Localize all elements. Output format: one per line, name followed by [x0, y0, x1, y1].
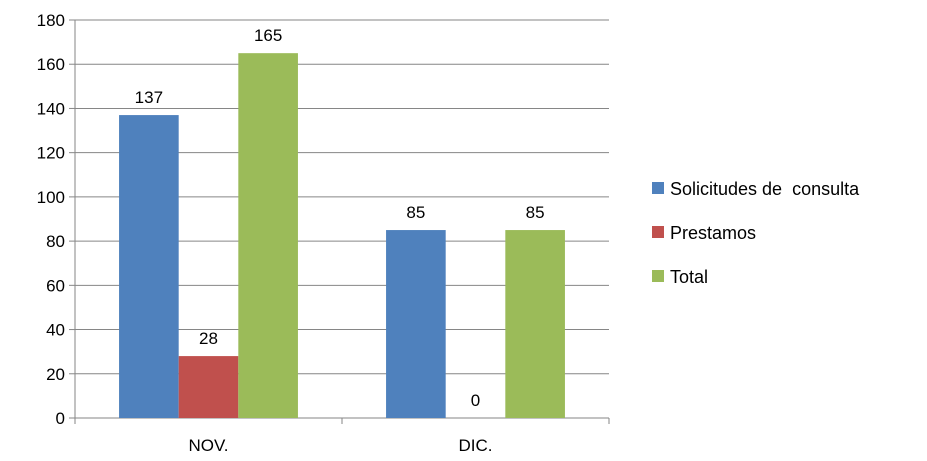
bar-2-1	[178, 356, 239, 418]
y-tick-label-140: 140	[37, 99, 65, 118]
y-tick-label-40: 40	[46, 321, 65, 340]
y-tick-label-60: 60	[46, 276, 65, 295]
legend-label-1: Solicitudes de consulta	[670, 179, 860, 199]
data-label-1-1: 137	[135, 88, 163, 107]
x-tick-label-1: DIC.	[459, 436, 493, 455]
y-tick-label-20: 20	[46, 365, 65, 384]
bar-3-1	[238, 53, 298, 419]
legend-swatch-2	[652, 226, 664, 238]
bar-1-2	[386, 230, 446, 418]
y-axis-tick-labels: 0 20 40 60 80 100 120 140 160 180	[37, 11, 65, 428]
data-label-3-2: 85	[526, 203, 545, 222]
legend-label-2: Prestamos	[670, 223, 756, 243]
x-axis-tick-labels: NOV. DIC.	[188, 436, 492, 455]
data-label-2-1: 28	[199, 329, 218, 348]
legend-swatch-3	[652, 270, 664, 282]
bar-3-2	[505, 230, 565, 418]
y-tick-label-160: 160	[37, 55, 65, 74]
bars	[119, 53, 565, 419]
y-tick-label-80: 80	[46, 232, 65, 251]
legend-swatch-1	[652, 182, 664, 194]
x-tick-label-0: NOV.	[188, 436, 228, 455]
legend: Solicitudes de consulta Prestamos Total	[652, 179, 860, 287]
y-tick-label-100: 100	[37, 188, 65, 207]
y-tick-label-180: 180	[37, 11, 65, 30]
data-label-2-2: 0	[471, 391, 480, 410]
data-labels: 137 28 165 85 0 85	[135, 26, 545, 410]
y-tick-label-0: 0	[56, 409, 65, 428]
bar-1-1	[119, 115, 179, 419]
y-tick-label-120: 120	[37, 144, 65, 163]
data-label-3-1: 165	[254, 26, 282, 45]
legend-label-3: Total	[670, 267, 708, 287]
data-label-1-2: 85	[406, 203, 425, 222]
